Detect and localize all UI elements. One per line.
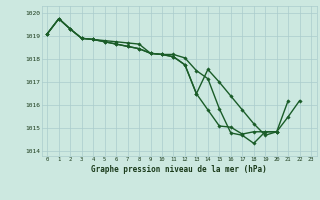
X-axis label: Graphe pression niveau de la mer (hPa): Graphe pression niveau de la mer (hPa) bbox=[91, 165, 267, 174]
